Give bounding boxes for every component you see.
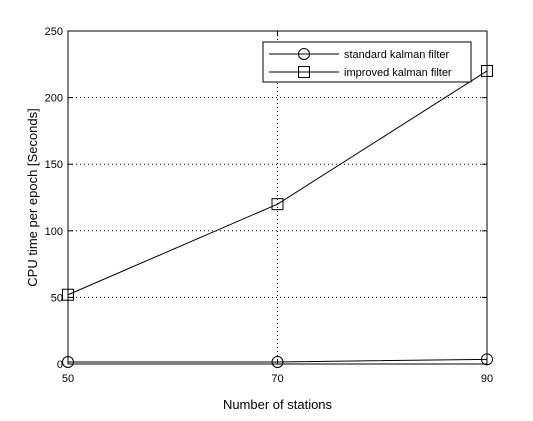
series-group — [62, 64, 493, 369]
y-tick-label: 100 — [45, 226, 63, 238]
x-tick-label: 90 — [481, 373, 493, 385]
series-2 — [62, 64, 493, 301]
circle-marker — [62, 356, 74, 369]
legend-label: standard kalman filter — [344, 49, 449, 61]
y-tick-label: 50 — [51, 292, 63, 304]
legend-label: improved kalman filter — [344, 67, 452, 79]
y-tick-label: 150 — [45, 159, 63, 171]
legend-box — [262, 41, 472, 83]
circle-marker — [481, 353, 493, 366]
y-axis-label: CPU time per epoch [Seconds] — [25, 108, 40, 286]
legend: standard kalman filter improved kalman fi… — [262, 41, 472, 83]
square-marker — [271, 198, 284, 211]
x-tick-label: 70 — [271, 373, 283, 385]
square-marker — [481, 64, 493, 77]
x-axis-label: Number of stations — [223, 397, 333, 412]
legend-square-marker — [298, 66, 310, 78]
legend-circle-marker — [298, 48, 310, 60]
series-1 — [62, 353, 493, 369]
legend-item: standard kalman filter — [269, 48, 449, 61]
y-tick-label: 250 — [45, 26, 63, 38]
series-line — [68, 358, 488, 363]
series-line — [67, 70, 488, 296]
x-tick-label: 50 — [62, 373, 74, 385]
circle-marker — [271, 356, 284, 369]
y-tick-label: 200 — [45, 93, 63, 105]
y-tick-label: 0 — [57, 359, 63, 371]
square-marker — [62, 288, 74, 301]
legend-item: improved kalman filter — [269, 66, 452, 79]
